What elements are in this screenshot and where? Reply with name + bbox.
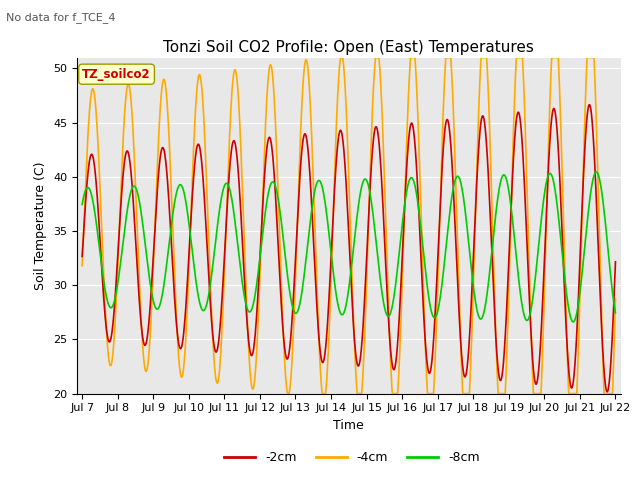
X-axis label: Time: Time [333,419,364,432]
Title: Tonzi Soil CO2 Profile: Open (East) Temperatures: Tonzi Soil CO2 Profile: Open (East) Temp… [163,40,534,55]
Text: No data for f_TCE_4: No data for f_TCE_4 [6,12,116,23]
Legend: -2cm, -4cm, -8cm: -2cm, -4cm, -8cm [219,446,485,469]
Y-axis label: Soil Temperature (C): Soil Temperature (C) [35,161,47,290]
Text: TZ_soilco2: TZ_soilco2 [82,68,151,81]
